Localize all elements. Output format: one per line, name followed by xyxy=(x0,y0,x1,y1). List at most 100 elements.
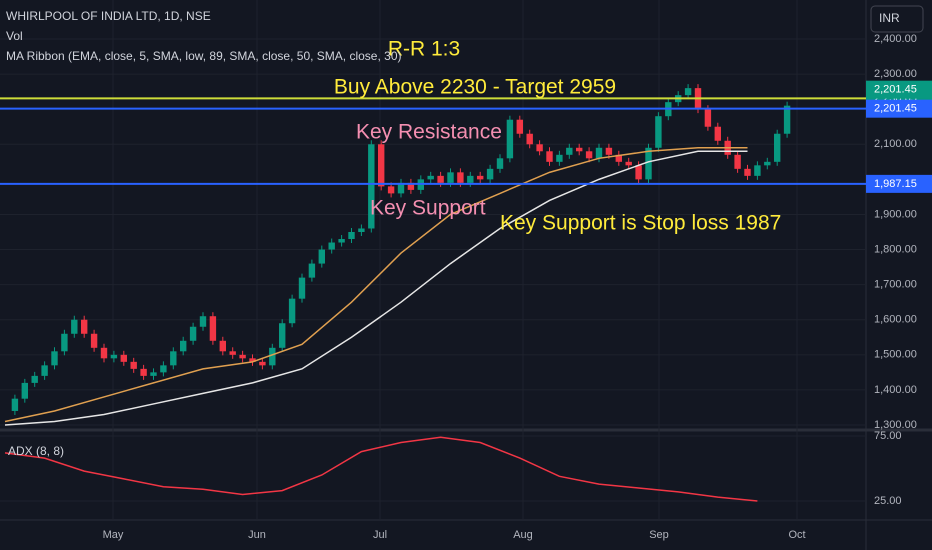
candle-body xyxy=(744,168,751,176)
marks xyxy=(4,84,791,502)
candle-body xyxy=(229,351,236,355)
candle-body xyxy=(130,361,137,369)
candle-body xyxy=(81,319,88,334)
candle-body xyxy=(219,340,226,352)
grid xyxy=(0,0,866,520)
candle-body xyxy=(714,126,721,141)
candle-body xyxy=(259,361,266,366)
candle-body xyxy=(427,175,434,180)
candle-body xyxy=(249,358,256,362)
candle-body xyxy=(764,161,771,166)
last-price-label: 2,201.45 xyxy=(874,84,917,96)
month-label: Jun xyxy=(248,529,266,541)
candle-body xyxy=(150,372,157,376)
candle-body xyxy=(180,340,187,352)
price-tag xyxy=(866,99,932,118)
candle-body xyxy=(635,165,642,180)
candle-body xyxy=(170,351,177,366)
candle-body xyxy=(120,354,127,362)
price-tick-label: 1,300.00 xyxy=(874,419,917,431)
candle-body xyxy=(566,147,573,155)
annotation: Buy Above 2230 - Target 2959 xyxy=(334,76,616,99)
candle-body xyxy=(378,144,385,187)
price-tick-label: 1,900.00 xyxy=(874,208,917,220)
price-tick-label: 2,400.00 xyxy=(874,33,917,45)
chart-title: WHIRLPOOL OF INDIA LTD, 1D, NSE xyxy=(6,9,211,23)
candle-body xyxy=(684,88,692,96)
candle-body xyxy=(645,147,652,180)
candle-body xyxy=(546,151,553,162)
candle-body xyxy=(595,147,603,159)
month-label: Jul xyxy=(373,529,387,541)
price-tick-label: 1,800.00 xyxy=(874,243,917,255)
price-tick-label: 1,600.00 xyxy=(874,314,917,326)
candle-body xyxy=(61,333,68,352)
adx-tick-label: 75.00 xyxy=(874,430,902,442)
candle-body xyxy=(348,232,355,240)
volume-label: Vol xyxy=(6,29,23,43)
month-label: Aug xyxy=(513,529,533,541)
price-tick-label: 1,500.00 xyxy=(874,349,917,361)
candle-body xyxy=(318,249,325,264)
candle-body xyxy=(585,151,593,159)
annotation: Key Support xyxy=(370,197,486,220)
price-tick-label: 2,100.00 xyxy=(874,138,917,150)
candle-body xyxy=(655,116,662,148)
annotation: Key Support is Stop loss 1987 xyxy=(500,212,781,235)
candle-body xyxy=(516,119,523,134)
candle-body xyxy=(160,365,167,373)
candle-body xyxy=(189,326,197,341)
price-tick-label: 2,300.00 xyxy=(874,68,917,80)
candle-body xyxy=(328,242,335,250)
candle-body xyxy=(576,147,583,152)
candle-body xyxy=(754,165,761,176)
candle-body xyxy=(110,354,118,359)
currency-button[interactable] xyxy=(870,5,924,33)
candle-body xyxy=(41,365,48,376)
annotation: Key Resistance xyxy=(356,121,502,144)
candle-body xyxy=(496,158,504,169)
candle-body xyxy=(536,144,543,152)
candle-body xyxy=(308,263,316,278)
candle-body xyxy=(100,347,108,359)
candle-body xyxy=(615,154,622,162)
last-price-tag xyxy=(866,80,932,99)
month-label: Oct xyxy=(788,529,805,541)
price-tag-label: 1,987.15 xyxy=(874,178,917,190)
adx-line xyxy=(4,436,758,502)
price-tag xyxy=(866,174,932,193)
candle-body xyxy=(625,161,632,166)
candle-body xyxy=(556,154,563,162)
candle-body xyxy=(605,147,613,155)
candle-body xyxy=(140,368,147,376)
candle-body xyxy=(457,172,464,183)
currency-label[interactable]: INR xyxy=(879,11,900,25)
candle-body xyxy=(338,239,345,243)
month-label: May xyxy=(103,529,124,541)
price-tick-label: 1,400.00 xyxy=(874,384,917,396)
candle-body xyxy=(21,382,28,399)
indicator-label: MA Ribbon (EMA, close, 5, SMA, low, 89, … xyxy=(6,49,402,63)
candle-body xyxy=(239,354,246,359)
price-tag-label: 2,201.45 xyxy=(874,103,917,115)
candle-body xyxy=(199,316,207,327)
candle-body xyxy=(269,347,276,366)
candle-body xyxy=(90,333,98,348)
candle-body xyxy=(477,175,484,180)
candle-body xyxy=(298,277,306,299)
candle-body xyxy=(704,109,712,127)
candle-body xyxy=(209,316,217,341)
candle-body xyxy=(734,154,741,169)
price-tick-label: 1,700.00 xyxy=(874,279,917,291)
candle-body xyxy=(506,119,514,159)
candle-body xyxy=(397,182,405,194)
candle-body xyxy=(774,133,781,162)
month-label: Sep xyxy=(649,529,669,541)
candle-body xyxy=(71,319,78,334)
adx-tick-label: 25.00 xyxy=(874,495,902,507)
candle-body xyxy=(368,144,375,229)
candle-body xyxy=(486,168,494,180)
overlay: 2,400.00 2,300.00 2,100.00 1,900.00 1,800.00… xyxy=(0,33,932,541)
